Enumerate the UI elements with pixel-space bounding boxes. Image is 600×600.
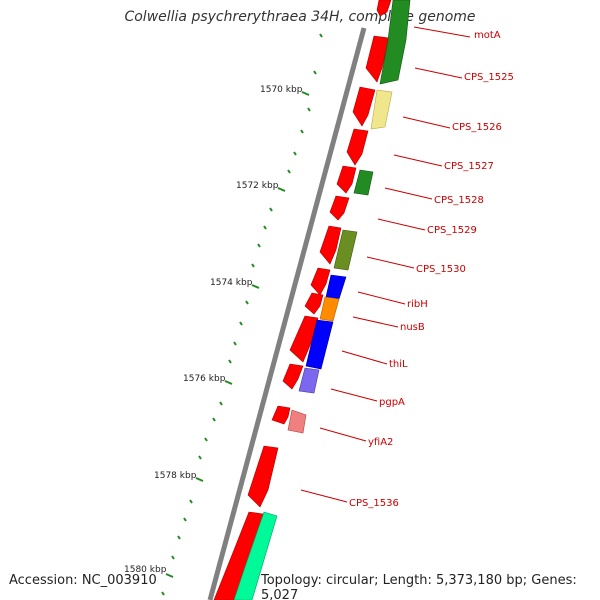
gene-ribH[interactable] <box>325 274 347 300</box>
gene-label-cps-1525[interactable]: CPS_1525 <box>464 72 514 83</box>
gene-reverse-12[interactable] <box>271 405 291 425</box>
gene-labels: motA CPS_1525 CPS_1526 CPS_1527 CPS_1528… <box>349 30 514 509</box>
gene-pgpA[interactable] <box>298 367 320 394</box>
gene-reverse-8[interactable] <box>310 267 331 296</box>
gene-spring-green[interactable] <box>233 511 278 600</box>
tick-track <box>161 33 323 596</box>
gene-reverse-7[interactable] <box>319 225 342 265</box>
gene-label-cps-1528[interactable]: CPS_1528 <box>434 195 484 206</box>
gene-label-cps-1527[interactable]: CPS_1527 <box>444 161 494 172</box>
gene-reverse-5[interactable] <box>336 165 357 194</box>
gene-thiL[interactable] <box>305 319 334 370</box>
gene-reverse-11[interactable] <box>282 363 304 390</box>
genome-backbone <box>207 27 367 600</box>
gene-reverse-10[interactable] <box>289 315 319 363</box>
kbp-label-1580: 1580 kbp <box>124 565 167 575</box>
gene-reverse-13[interactable] <box>247 445 279 508</box>
topology-text: Topology: circular; Length: 5,373,180 bp… <box>261 573 577 600</box>
kbp-label-1576: 1576 kbp <box>183 374 226 384</box>
gene-cps-1526[interactable] <box>370 89 393 130</box>
gene-label-nusB[interactable]: nusB <box>400 322 425 333</box>
kbp-label-1578: 1578 kbp <box>154 471 197 481</box>
kbp-label-1572: 1572 kbp <box>236 181 279 191</box>
gene-reverse-1[interactable] <box>376 0 392 17</box>
gene-label-motA[interactable]: motA <box>474 30 501 41</box>
reverse-strand-genes[interactable] <box>213 0 392 600</box>
forward-strand-genes[interactable] <box>233 0 411 600</box>
gene-reverse-4[interactable] <box>346 128 369 166</box>
gene-cps-1528[interactable] <box>353 169 374 196</box>
gene-yfiA2[interactable] <box>287 409 307 434</box>
label-leaders <box>300 26 471 503</box>
gene-label-ribH[interactable]: ribH <box>407 299 428 310</box>
gene-label-cps-1529[interactable]: CPS_1529 <box>427 225 477 236</box>
accession-text: Accession: NC_003910 <box>9 573 157 588</box>
map-title: Colwellia psychrerythraea 34H, complete … <box>124 9 476 25</box>
gene-label-pgpA[interactable]: pgpA <box>379 397 405 408</box>
gene-motA[interactable] <box>379 0 411 85</box>
gene-label-thiL[interactable]: thiL <box>389 359 408 370</box>
kbp-label-1574: 1574 kbp <box>210 278 253 288</box>
gene-label-cps-1526[interactable]: CPS_1526 <box>452 122 502 133</box>
kbp-ticks <box>165 91 310 578</box>
gene-reverse-2[interactable] <box>365 35 390 83</box>
gene-label-cps-1530[interactable]: CPS_1530 <box>416 264 466 275</box>
gene-label-cps-1536[interactable]: CPS_1536 <box>349 498 399 509</box>
gene-reverse-3[interactable] <box>352 86 376 127</box>
gene-label-yfiA2[interactable]: yfiA2 <box>368 437 393 448</box>
gene-nusB[interactable] <box>319 296 340 322</box>
gene-reverse-6[interactable] <box>329 195 350 221</box>
gene-reverse-9[interactable] <box>304 292 324 315</box>
gene-cps-1530[interactable] <box>333 229 358 271</box>
kbp-label-1570: 1570 kbp <box>260 85 303 95</box>
